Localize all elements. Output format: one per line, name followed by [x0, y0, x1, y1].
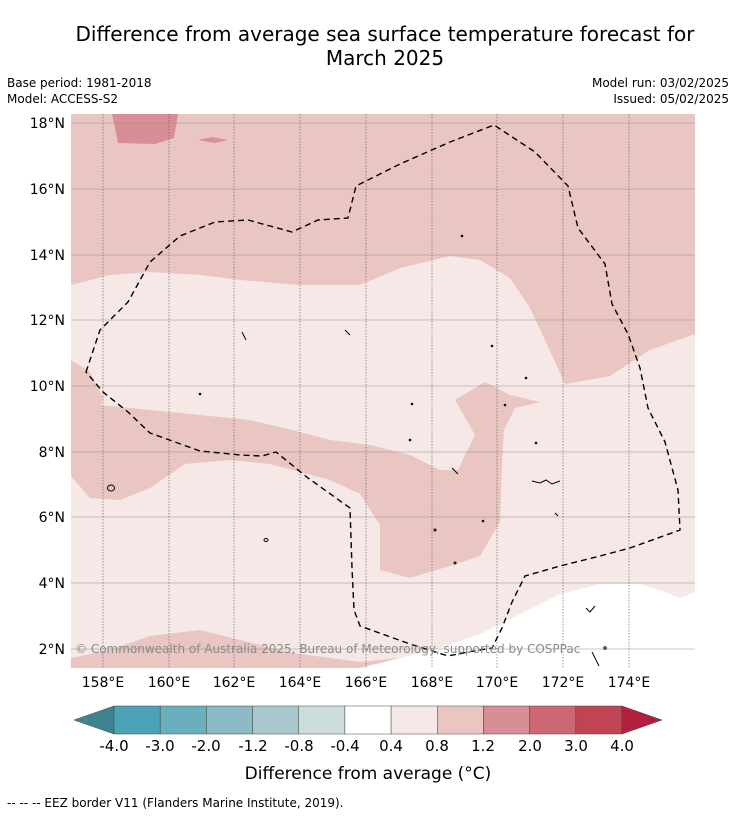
lon-label: 174°E [608, 675, 651, 691]
colorbar-tick-label: 3.0 [564, 737, 588, 755]
title-line-2: March 2025 [325, 46, 445, 70]
colorbar-tick-label: 0.4 [379, 737, 403, 755]
colorbar-tick-label: -2.0 [191, 737, 220, 755]
colorbar-cell [483, 705, 530, 735]
colorbar-cell [206, 705, 253, 735]
anomaly-1.2-2.0-patch-small [198, 137, 228, 143]
colorbar-tick-label: 1.2 [471, 737, 495, 755]
sst-anomaly-field [71, 114, 695, 668]
colorbar-low-extension [73, 705, 115, 735]
lat-label: 18°N [30, 116, 65, 132]
lon-label: 170°E [476, 675, 519, 691]
map-title: Difference from average sea surface temp… [40, 22, 730, 70]
lon-label: 162°E [213, 675, 256, 691]
colorbar-cell [529, 705, 577, 735]
colorbar [73, 705, 663, 735]
lon-label: 164°E [279, 675, 322, 691]
meta-left: Base period: 1981-2018 Model: ACCESS-S2 [7, 75, 152, 107]
colorbar-cell [575, 705, 623, 735]
lat-label: 12°N [30, 313, 65, 329]
longitude-gridlines [102, 114, 630, 668]
lat-label: 8°N [39, 445, 65, 461]
model-name: Model: ACCESS-S2 [7, 92, 119, 106]
colorbar-tick-label: -0.8 [284, 737, 313, 755]
colorbar-high-extension [621, 705, 663, 735]
longitude-labels: 158°E 160°E 162°E 164°E 166°E 168°E 170°… [82, 675, 651, 691]
lon-label: 172°E [542, 675, 585, 691]
colorbar-cell [298, 705, 346, 735]
issued-date: Issued: 05/02/2025 [613, 92, 729, 106]
anomaly-1.2-2.0-patch-north [112, 114, 178, 144]
title-line-1: Difference from average sea surface temp… [75, 22, 695, 46]
lat-label: 4°N [39, 576, 65, 592]
colorbar-title: Difference from average (°C) [244, 764, 492, 784]
colorbar-tick-label: 0.8 [425, 737, 449, 755]
colorbar-tick-label: -0.4 [330, 737, 359, 755]
colorbar-cell [437, 705, 484, 735]
model-run: Model run: 03/02/2025 [591, 76, 729, 90]
lon-label: 168°E [411, 675, 454, 691]
lat-label: 16°N [30, 182, 65, 198]
eez-border [85, 124, 681, 657]
anomaly-0.4-0.8-region [71, 256, 695, 662]
latitude-gridlines [71, 122, 695, 650]
colorbar-tick-labels: -4.0 -3.0 -2.0 -1.2 -0.8 -0.4 0.4 0.8 1.… [99, 737, 634, 755]
colorbar-tick-label: -4.0 [99, 737, 128, 755]
copyright-notice: © Commonwealth of Australia 2025, Bureau… [75, 642, 580, 656]
lat-label: 2°N [39, 642, 65, 658]
colorbar-cell [159, 705, 207, 735]
colorbar-tick-label: -1.2 [238, 737, 267, 755]
lat-label: 10°N [30, 379, 65, 395]
anomaly-warm-pocket-west [71, 360, 103, 458]
colorbar-tick-label: -3.0 [145, 737, 174, 755]
colorbar-tick-label: 2.0 [518, 737, 542, 755]
colorbar-cell [113, 705, 161, 735]
colorbar-cells [113, 705, 623, 735]
colorbar-cell [252, 705, 299, 735]
base-period: Base period: 1981-2018 [7, 76, 152, 90]
lon-label: 158°E [82, 675, 125, 691]
islands [107, 234, 607, 667]
meta-right: Model run: 03/02/2025 Issued: 05/02/2025 [592, 75, 729, 107]
anomaly-near-zero-region [360, 584, 695, 668]
lat-label: 14°N [30, 248, 65, 264]
lon-label: 166°E [345, 675, 388, 691]
eez-footnote: -- -- -- EEZ border V11 (Flanders Marine… [7, 796, 344, 810]
colorbar-cell [344, 705, 392, 735]
colorbar-cell [390, 705, 438, 735]
lat-label: 6°N [39, 510, 65, 526]
colorbar-tick-label: 4.0 [610, 737, 634, 755]
lon-label: 160°E [148, 675, 191, 691]
latitude-labels: 18°N 16°N 14°N 12°N 10°N 8°N 6°N 4°N 2°N [30, 116, 65, 658]
